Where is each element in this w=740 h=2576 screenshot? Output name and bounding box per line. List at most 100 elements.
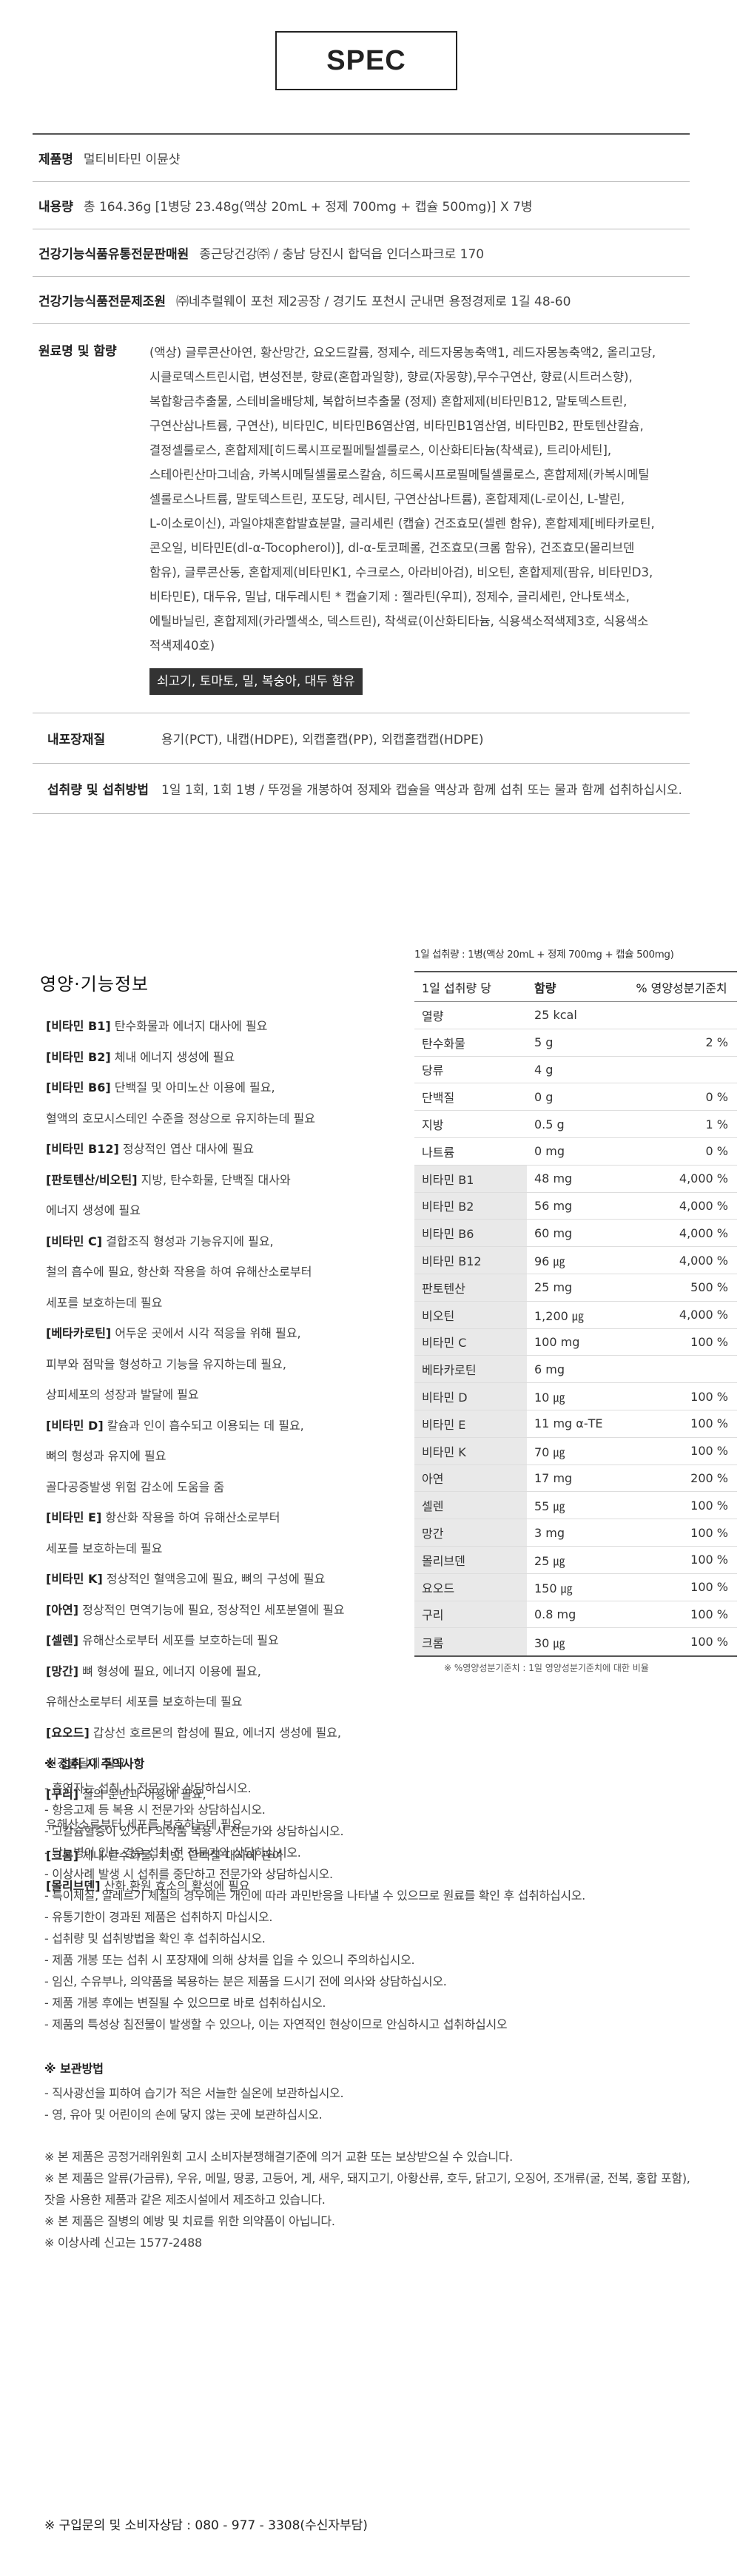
percent-cell: 100 % (690, 1416, 728, 1431)
nutrient-name: [비타민 B6] (46, 1080, 111, 1094)
percent-cell: 4,000 % (679, 1171, 728, 1186)
table-row: 비타민 B12 96 ㎍ 4,000 % (414, 1247, 737, 1274)
nutrition-info-item: [아연] 정상적인 면역기능에 필요, 정상적인 세포분열에 필요 (46, 1595, 416, 1626)
table-row: 비타민 D 10 ㎍ 100 % (414, 1383, 737, 1410)
percent-cell: 100 % (690, 1525, 728, 1540)
row-package: 내포장재질 용기(PCT), 내캡(HDPE), 외캡홀캡(PP), 외캡홀캡캡… (33, 713, 690, 764)
percent-cell: 100 % (690, 1580, 728, 1595)
table-row: 비타민 C 100 mg 100 % (414, 1328, 737, 1356)
table-row: 비타민 B6 60 mg 4,000 % (414, 1220, 737, 1248)
table-row: 구리 0.8 mg 100 % (414, 1601, 737, 1629)
amount-cell: 25 mg (534, 1280, 573, 1295)
nutrient-cell: 망간 (414, 1519, 527, 1546)
nutrition-info-item: 세포를 보호하는데 필요 (46, 1288, 416, 1319)
amount-cell: 6 mg (534, 1362, 565, 1376)
nutrient-cell: 비타민 C (414, 1328, 527, 1356)
table-row: 비오틴 1,200 ㎍ 4,000 % (414, 1301, 737, 1329)
nutrient-function: 에너지 생성에 필요 (46, 1203, 141, 1217)
amount-cell: 25 kcal (534, 1008, 577, 1023)
nutrition-info-item: [비타민 D] 칼슘과 인이 흡수되고 이용되는 데 필요, (46, 1410, 416, 1442)
legal-line: 잣을 사용한 제품과 같은 제조시설에서 제조하고 있습니다. (44, 2193, 326, 2207)
nutrient-cell: 비타민 B2 (414, 1192, 527, 1220)
nutrition-info-list: [비타민 B1] 탄수화물과 에너지 대사에 필요 [비타민 B2] 체내 에너지… (46, 1011, 416, 1902)
storage-line: - 영, 유아 및 어린이의 손에 닿지 않는 곳에 보관하십시오. (44, 2108, 323, 2122)
nutrient-cell: 나트륨 (422, 1145, 455, 1160)
nutrition-info-item: 신경발달에 필요 (46, 1748, 416, 1779)
nutrient-function: 지방, 탄수화물, 단백질 대사와 (137, 1172, 291, 1187)
table-row: 비타민 B2 56 mg 4,000 % (414, 1192, 737, 1220)
nutrition-info-item: [베타카로틴] 어두운 곳에서 시각 적응을 위해 필요, (46, 1318, 416, 1349)
storage-title: ※ 보관방법 (44, 2062, 104, 2076)
ingredients-line: 콘오일, 비타민E(dl-α-Tocopherol)], dl-α-토코페롤, … (149, 541, 635, 555)
nutrient-function: 항산화 작용을 하여 유해산소로부터 (101, 1510, 280, 1524)
percent-cell: 100 % (690, 1334, 728, 1349)
table-row: 베타카로틴 6 mg (414, 1356, 737, 1384)
nutrient-name: [비타민 D] (46, 1418, 104, 1433)
caution-line: - 제품 개봉 또는 섭취 시 포장재에 의해 상처를 입을 수 있으니 주의하… (44, 1953, 415, 1967)
nutrient-function: 유해산소로부터 세포를 보호하는데 필요 (46, 1695, 243, 1709)
nutrient-cell: 비타민 E (414, 1410, 527, 1437)
amount-cell: 1,200 ㎍ (534, 1308, 584, 1323)
amount-cell: 56 mg (534, 1198, 573, 1213)
caution-line: - 고칼슘혈증이 있거나 의약품 복용 시 전문가와 상담하십시오. (44, 1824, 344, 1838)
product-name-label: 제품명 (38, 152, 73, 167)
nutrition-info-item: [셀렌] 유해산소로부터 세포를 보호하는데 필요 (46, 1625, 416, 1656)
row-manufacturer: 건강기능식품유통전문판매원 종근당건강㈜ / 충남 당진시 합덕읍 인더스파크로… (33, 229, 690, 277)
nutrient-function: 뼈 형성에 필요, 에너지 이용에 필요, (78, 1664, 261, 1678)
legal-line: ※ 본 제품은 질병의 예방 및 치료를 위한 의약품이 아닙니다. (44, 2214, 335, 2228)
table-row: 탄수화물 5 g 2 % (414, 1029, 737, 1057)
percent-cell: 1 % (705, 1117, 728, 1131)
nutrient-function: 철의 흡수에 필요, 항산화 작용을 하여 유해산소로부터 (46, 1265, 312, 1279)
legal-line: ※ 본 제품은 공정거래위원회 고시 소비자분쟁해결기준에 의거 교환 또는 보… (44, 2150, 513, 2164)
row-method: 섭취량 및 섭취방법 1일 1회, 1회 1병 / 뚜껑을 개봉하여 정제와 캡… (33, 764, 690, 814)
caution-line: - 유통기한이 경과된 제품은 섭취하지 마십시오. (44, 1910, 273, 1924)
table-row: 단백질 0 g 0 % (414, 1083, 737, 1112)
nutrient-function: 칼슘과 인이 흡수되고 이용되는 데 필요, (103, 1418, 304, 1433)
legal-line: ※ 이상사례 신고는 1577-2488 (44, 2236, 202, 2250)
ingredients-line: L-이소로이신), 과일야채혼합발효분말, 글리세린 (캡슐) 건조효모(셀렌 … (149, 517, 655, 531)
ingredients-line: 구연산삼나트륨, 구연산), 비타민C, 비타민B6염산염, 비타민B1염산염,… (149, 419, 644, 433)
percent-cell: 4,000 % (679, 1198, 728, 1213)
nutrient-function: 뼈의 형성과 유지에 필요 (46, 1449, 166, 1463)
ingredients-line: 시클로덱스트린시럽, 변성전분, 향료(혼합과일향), 향료(자몽향),무수구연… (149, 370, 633, 384)
amount-cell: 96 ㎍ (534, 1254, 565, 1269)
table-row: 판토텐산 25 mg 500 % (414, 1274, 737, 1302)
nutrient-name: [비타민 C] (46, 1234, 103, 1248)
nutrition-info-title: 영양·기능정보 (40, 974, 149, 995)
nutrient-cell: 당류 (422, 1063, 444, 1078)
nutrient-cell: 베타카로틴 (414, 1356, 527, 1383)
nutrition-info-item: 유해산소로부터 세포를 보호하는데 필요 (46, 1809, 416, 1840)
caution-line: - 섭취량 및 섭취방법을 확인 후 섭취하십시오. (44, 1931, 266, 1946)
nutrition-info-item: 뼈의 형성과 유지에 필요 (46, 1441, 416, 1472)
table-row: 망간 3 mg 100 % (414, 1519, 737, 1547)
percent-cell: 4,000 % (679, 1225, 728, 1240)
nutrient-name: [베타카로틴] (46, 1326, 112, 1340)
nutrient-cell: 비타민 B6 (414, 1220, 527, 1247)
nutrition-info-item: [비타민 B12] 정상적인 엽산 대사에 필요 (46, 1134, 416, 1165)
nutrition-info-item: [비타민 B6] 단백질 및 아미노산 이용에 필요, (46, 1072, 416, 1103)
nutrient-function: 유해산소로부터 세포를 보호하는데 필요 (78, 1633, 279, 1647)
table-row: 요오드 150 ㎍ 100 % (414, 1573, 737, 1601)
nutrient-function: 갑상선 호르몬의 합성에 필요, 에너지 생성에 필요, (89, 1725, 341, 1740)
nutrient-cell: 셀렌 (414, 1492, 527, 1519)
nutrition-info-item: 세포를 보호하는데 필요 (46, 1533, 416, 1564)
table-row: 비타민 B1 48 mg 4,000 % (414, 1165, 737, 1193)
nutrient-name: [비타민 B12] (46, 1142, 119, 1156)
legal-line: ※ 본 제품은 알류(가금류), 우유, 메밀, 땅콩, 고등어, 게, 새우,… (44, 2171, 690, 2185)
nutrient-function: 골다공증발생 위험 감소에 도움을 줌 (46, 1479, 225, 1494)
table-row: 크롬 30 ㎍ 100 % (414, 1628, 737, 1656)
caution-line: - 제품의 특성상 침전물이 발생할 수 있으나, 이는 자연적인 현상이므로 … (44, 2017, 508, 2031)
amount-cell: 48 mg (534, 1171, 573, 1186)
caution-line: - 당뇨병이 있는 경우 섭취 전 전문가와 상담하십시오. (44, 1846, 301, 1860)
nutrient-cell: 크롬 (414, 1628, 527, 1656)
amount-cell: 11 mg α-TE (534, 1416, 603, 1431)
nutrient-cell: 비오틴 (414, 1301, 527, 1328)
amount-cell: 30 ㎍ (534, 1635, 565, 1650)
percent-cell: 100 % (690, 1444, 728, 1459)
nutrition-info-item: [구리] 철의 운반과 이용에 필요, (46, 1779, 416, 1810)
ingredients-label: 원료명 및 함량 (38, 344, 117, 359)
nutrient-name: [크롬] (46, 1848, 79, 1863)
percent-cell: 100 % (690, 1498, 728, 1513)
row-producer: 건강기능식품전문제조원 ㈜네추럴웨이 포천 제2공장 / 경기도 포천시 군내면… (33, 277, 690, 324)
row-content: 내용량 총 164.36g [1병당 23.48g(액상 20mL + 정제 7… (33, 182, 690, 229)
